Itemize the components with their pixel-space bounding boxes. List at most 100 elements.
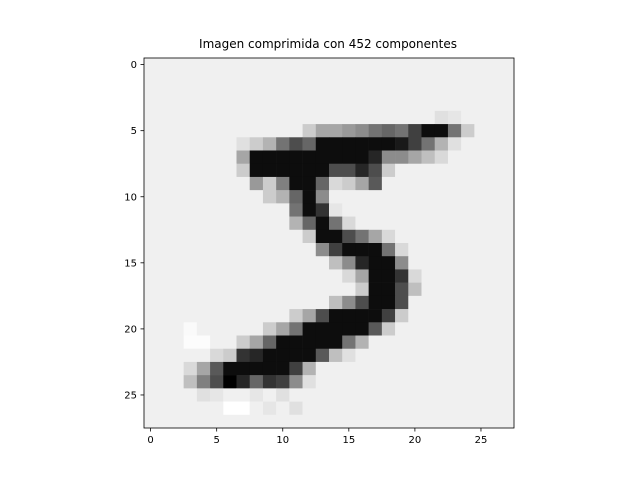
heatmap-cell [144, 415, 158, 429]
heatmap-cell [289, 151, 303, 165]
heatmap-cell [369, 71, 383, 85]
heatmap-cell [461, 124, 475, 138]
heatmap-cell [382, 243, 396, 257]
heatmap-cell [395, 124, 409, 138]
heatmap-cell [276, 309, 290, 323]
heatmap-cell [276, 177, 290, 191]
heatmap-cell [422, 84, 436, 98]
heatmap-cell [422, 336, 436, 350]
heatmap-cell [422, 322, 436, 336]
heatmap-cell [355, 269, 369, 283]
heatmap-cell [263, 415, 277, 429]
heatmap-cell [289, 375, 303, 389]
heatmap-cell [197, 375, 211, 389]
heatmap-cell [488, 98, 502, 112]
heatmap-cell [289, 58, 303, 72]
heatmap-cell [474, 322, 488, 336]
heatmap-cell [474, 137, 488, 151]
heatmap-cell [210, 230, 224, 244]
heatmap-cell [237, 309, 251, 323]
heatmap-cell [250, 84, 264, 98]
heatmap-cell [329, 217, 343, 231]
heatmap-cell [184, 349, 198, 363]
heatmap-cell [382, 58, 396, 72]
heatmap-cell [210, 375, 224, 389]
heatmap-cell [237, 217, 251, 231]
plot-area [144, 58, 514, 428]
heatmap-cell [210, 203, 224, 217]
x-tick-label: 5 [213, 435, 219, 446]
heatmap-cell [250, 402, 264, 416]
heatmap-cell [237, 322, 251, 336]
heatmap-cell [448, 151, 462, 165]
heatmap-cell [329, 388, 343, 402]
heatmap-cell [342, 402, 356, 416]
heatmap-cell [448, 269, 462, 283]
heatmap-cell [223, 243, 237, 257]
heatmap-cell [170, 71, 184, 85]
heatmap-cell [157, 111, 171, 125]
heatmap-cell [210, 190, 224, 204]
heatmap-cell [289, 309, 303, 323]
heatmap-cell [210, 269, 224, 283]
heatmap-cell [263, 217, 277, 231]
heatmap-cell [422, 98, 436, 112]
heatmap-cell [197, 243, 211, 257]
heatmap-cell [223, 322, 237, 336]
heatmap-cell [329, 415, 343, 429]
heatmap-cell [289, 164, 303, 178]
heatmap-cell [303, 243, 317, 257]
heatmap-cell [197, 111, 211, 125]
heatmap-cell [250, 230, 264, 244]
heatmap-cell [488, 388, 502, 402]
heatmap-cell [329, 190, 343, 204]
heatmap-cell [461, 137, 475, 151]
heatmap-cell [448, 322, 462, 336]
heatmap-cell [408, 336, 422, 350]
heatmap-cell [408, 137, 422, 151]
heatmap-cell [329, 349, 343, 363]
heatmap-cell [263, 402, 277, 416]
heatmap-cell [250, 388, 264, 402]
heatmap-cell [448, 375, 462, 389]
heatmap-cell [144, 98, 158, 112]
heatmap-cell [355, 309, 369, 323]
heatmap-cell [342, 58, 356, 72]
heatmap-cell [210, 283, 224, 297]
heatmap-cell [303, 256, 317, 270]
heatmap-cell [435, 256, 449, 270]
heatmap-cell [474, 415, 488, 429]
heatmap-cell [329, 230, 343, 244]
heatmap-cell [289, 283, 303, 297]
heatmap-cell [184, 388, 198, 402]
heatmap-cell [395, 71, 409, 85]
heatmap-cell [157, 336, 171, 350]
heatmap-cell [369, 111, 383, 125]
heatmap-cell [184, 362, 198, 376]
heatmap-cell [369, 98, 383, 112]
heatmap-cell [263, 71, 277, 85]
heatmap-cell [144, 388, 158, 402]
heatmap-cell [197, 269, 211, 283]
heatmap-cell [342, 164, 356, 178]
heatmap-cell [461, 203, 475, 217]
heatmap-cell [184, 217, 198, 231]
heatmap-cell [422, 190, 436, 204]
heatmap-cell [461, 283, 475, 297]
heatmap-cell [355, 124, 369, 138]
heatmap-cell [488, 230, 502, 244]
heatmap-cell [501, 415, 515, 429]
heatmap-cell [250, 203, 264, 217]
heatmap-cell [237, 111, 251, 125]
heatmap-cell [170, 296, 184, 310]
heatmap-cell [184, 296, 198, 310]
heatmap-cell [184, 124, 198, 138]
heatmap-cell [197, 362, 211, 376]
heatmap-cell [342, 256, 356, 270]
heatmap-cell [461, 58, 475, 72]
heatmap-cell [448, 230, 462, 244]
heatmap-cell [276, 375, 290, 389]
heatmap-cell [170, 322, 184, 336]
heatmap-cell [197, 349, 211, 363]
heatmap-cell [488, 137, 502, 151]
